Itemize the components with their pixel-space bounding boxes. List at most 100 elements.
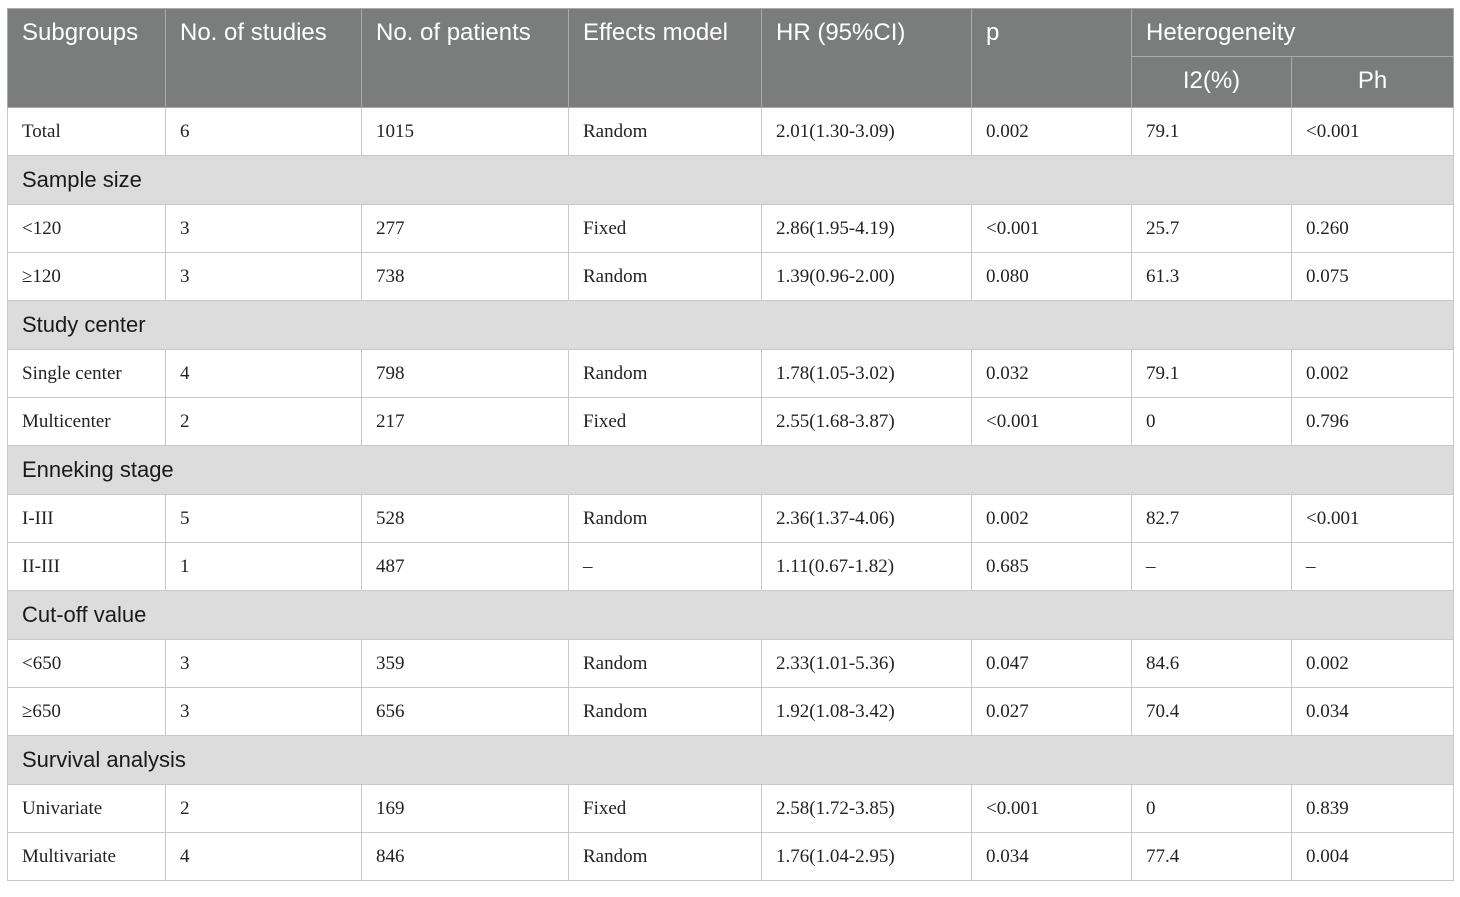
cell-subgroup: Univariate	[7, 784, 166, 833]
cell-hr: 1.92(1.08-3.42)	[761, 687, 972, 736]
subgroup-analysis-table: Subgroups No. of studies No. of patients…	[7, 8, 1454, 881]
cell-p: <0.001	[971, 784, 1132, 833]
cell-p: 0.002	[971, 494, 1132, 543]
cell-i2: 70.4	[1131, 687, 1292, 736]
cell-effects-model: Random	[568, 349, 762, 398]
cell-no-studies: 6	[165, 107, 362, 156]
cell-ph: 0.839	[1291, 784, 1454, 833]
group-label: Study center	[7, 300, 1454, 350]
cell-i2: 0	[1131, 397, 1292, 446]
table-row: Total 6 1015 Random 2.01(1.30-3.09) 0.002 79.1…	[7, 107, 1454, 156]
header-p: p	[971, 8, 1132, 108]
cell-p: 0.047	[971, 639, 1132, 688]
table-row: Multicenter 2 217 Fixed 2.55(1.68-3.87) <0.00…	[7, 397, 1454, 446]
cell-p: 0.032	[971, 349, 1132, 398]
cell-hr: 2.86(1.95-4.19)	[761, 204, 972, 253]
header-subgroups: Subgroups	[7, 8, 166, 108]
group-header-row: Study center	[7, 300, 1454, 350]
cell-no-patients: 846	[361, 832, 569, 881]
cell-no-patients: 487	[361, 542, 569, 591]
table-row: Multivariate 4 846 Random 1.76(1.04-2.95) 0.0…	[7, 832, 1454, 881]
cell-subgroup: II-III	[7, 542, 166, 591]
cell-i2: 61.3	[1131, 252, 1292, 301]
cell-no-studies: 3	[165, 252, 362, 301]
cell-subgroup: <650	[7, 639, 166, 688]
group-header-row: Enneking stage	[7, 445, 1454, 495]
table-row: ≥120 3 738 Random 1.39(0.96-2.00) 0.080 61.3 0.…	[7, 252, 1454, 301]
cell-no-studies: 3	[165, 204, 362, 253]
cell-subgroup: I-III	[7, 494, 166, 543]
cell-effects-model: –	[568, 542, 762, 591]
header-ph: Ph	[1291, 56, 1454, 108]
cell-no-patients: 359	[361, 639, 569, 688]
cell-effects-model: Random	[568, 494, 762, 543]
cell-ph: <0.001	[1291, 494, 1454, 543]
cell-i2: 25.7	[1131, 204, 1292, 253]
cell-effects-model: Random	[568, 252, 762, 301]
cell-effects-model: Fixed	[568, 784, 762, 833]
cell-no-studies: 1	[165, 542, 362, 591]
cell-hr: 1.11(0.67-1.82)	[761, 542, 972, 591]
cell-no-patients: 528	[361, 494, 569, 543]
cell-effects-model: Fixed	[568, 397, 762, 446]
cell-subgroup: <120	[7, 204, 166, 253]
cell-no-studies: 4	[165, 349, 362, 398]
cell-ph: 0.260	[1291, 204, 1454, 253]
cell-effects-model: Random	[568, 107, 762, 156]
table-row: II-III 1 487–1.11(0.67-1.82) 0.685– –	[7, 542, 1454, 591]
header-i2: I2(%)	[1131, 56, 1292, 108]
header-hr: HR (95%CI)	[761, 8, 972, 108]
cell-no-patients: 217	[361, 397, 569, 446]
group-header-row: Sample size	[7, 155, 1454, 205]
cell-ph: 0.796	[1291, 397, 1454, 446]
group-label: Cut-off value	[7, 590, 1454, 640]
cell-ph: <0.001	[1291, 107, 1454, 156]
cell-hr: 2.01(1.30-3.09)	[761, 107, 972, 156]
cell-subgroup: Multivariate	[7, 832, 166, 881]
cell-hr: 1.76(1.04-2.95)	[761, 832, 972, 881]
cell-p: <0.001	[971, 204, 1132, 253]
cell-subgroup: Multicenter	[7, 397, 166, 446]
cell-hr: 2.36(1.37-4.06)	[761, 494, 972, 543]
cell-effects-model: Random	[568, 832, 762, 881]
header-no-studies: No. of studies	[165, 8, 362, 108]
cell-no-patients: 169	[361, 784, 569, 833]
table-row: Single center 4 798 Random 1.78(1.05-3.02) 0.…	[7, 349, 1454, 398]
cell-subgroup: ≥120	[7, 252, 166, 301]
cell-subgroup: Single center	[7, 349, 166, 398]
table-row: I-III 5 528 Random 2.36(1.37-4.06) 0.002 82.7 <…	[7, 494, 1454, 543]
cell-no-studies: 4	[165, 832, 362, 881]
group-label: Enneking stage	[7, 445, 1454, 495]
cell-hr: 1.39(0.96-2.00)	[761, 252, 972, 301]
cell-ph: 0.075	[1291, 252, 1454, 301]
group-label: Survival analysis	[7, 735, 1454, 785]
cell-p: <0.001	[971, 397, 1132, 446]
cell-ph: 0.002	[1291, 639, 1454, 688]
cell-p: 0.685	[971, 542, 1132, 591]
group-header-row: Cut-off value	[7, 590, 1454, 640]
cell-i2: 79.1	[1131, 107, 1292, 156]
table-row: ≥650 3 656 Random 1.92(1.08-3.42) 0.027 70.4 0.…	[7, 687, 1454, 736]
cell-no-studies: 3	[165, 687, 362, 736]
cell-i2: 82.7	[1131, 494, 1292, 543]
header-no-patients: No. of patients	[361, 8, 569, 108]
cell-subgroup: ≥650	[7, 687, 166, 736]
cell-no-patients: 277	[361, 204, 569, 253]
cell-effects-model: Fixed	[568, 204, 762, 253]
group-header-row: Survival analysis	[7, 735, 1454, 785]
cell-i2: 0	[1131, 784, 1292, 833]
cell-effects-model: Random	[568, 687, 762, 736]
cell-no-studies: 3	[165, 639, 362, 688]
cell-ph: –	[1291, 542, 1454, 591]
cell-hr: 2.55(1.68-3.87)	[761, 397, 972, 446]
cell-p: 0.027	[971, 687, 1132, 736]
cell-i2: 79.1	[1131, 349, 1292, 398]
group-label: Sample size	[7, 155, 1454, 205]
header-heterogeneity: Heterogeneity	[1131, 8, 1454, 57]
cell-no-patients: 738	[361, 252, 569, 301]
cell-p: 0.002	[971, 107, 1132, 156]
table-body: Total 6 1015 Random 2.01(1.30-3.09) 0.002 79.1…	[7, 107, 1454, 881]
cell-ph: 0.004	[1291, 832, 1454, 881]
cell-no-patients: 798	[361, 349, 569, 398]
cell-no-studies: 2	[165, 397, 362, 446]
